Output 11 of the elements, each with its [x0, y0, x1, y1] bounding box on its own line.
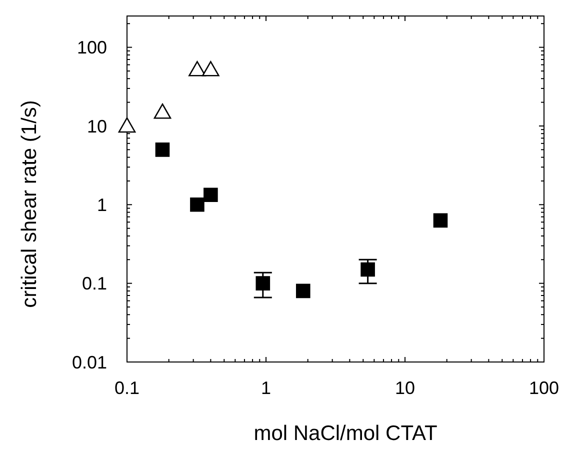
x-tick-label: 100 — [528, 378, 560, 398]
x-tick-label: 10 — [394, 378, 416, 398]
y-tick-label: 0.1 — [82, 274, 107, 294]
y-tick-label: 1 — [96, 194, 107, 215]
y-axis-title: critical shear rate (1/s) — [18, 100, 41, 308]
x-tick-label: 1 — [260, 378, 272, 398]
y-tick-label: 10 — [86, 116, 107, 136]
y-tick-label: 0.01 — [72, 352, 107, 372]
x-tick-label: 0.1 — [114, 378, 140, 398]
x-axis-title: mol NaCl/mol CTAT — [254, 422, 438, 445]
y-tick-label: 100 — [76, 38, 107, 58]
